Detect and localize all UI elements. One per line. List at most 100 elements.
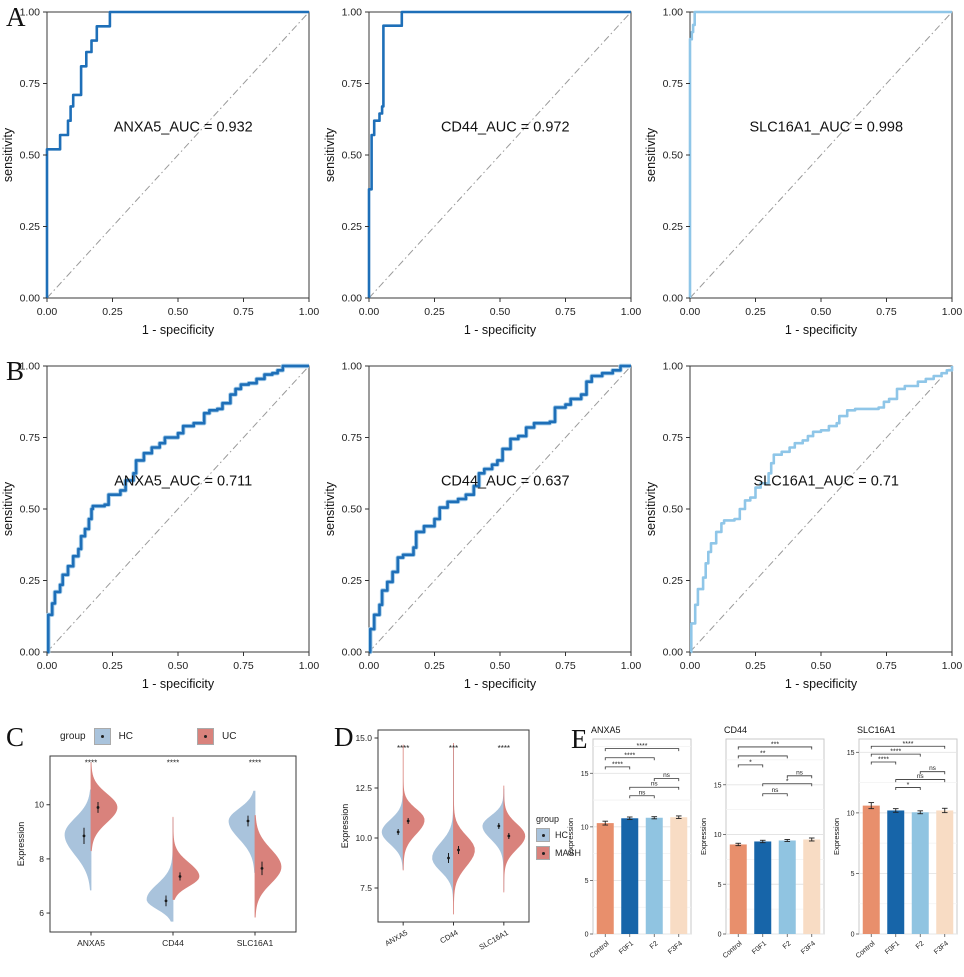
x-tick-label: 0.00 [37,306,58,318]
significance-bracket [604,757,655,761]
panel-label-d: D [334,722,354,752]
significance-stars: **** [397,744,409,753]
x-category-label: Control [855,940,877,960]
x-tick-label: 0.75 [233,660,254,672]
y-tick-label: 1.00 [342,361,363,373]
x-category-label: ANXA5 [383,928,409,948]
significance-label: *** [771,741,779,748]
x-axis-title: 1 - specificity [142,677,215,691]
reference-diagonal [46,365,310,653]
legend-swatch-hc [93,728,111,745]
significance-bracket [629,786,680,790]
roc-curve [47,364,309,654]
x-tick-label: 0.25 [745,660,766,672]
x-tick-label: 1.00 [621,306,642,318]
significance-label: ns [663,772,671,779]
x-category-label: F2 [782,940,793,951]
y-tick-label: 0.50 [663,150,684,162]
panel-label-c: C [6,722,25,752]
significance-bracket [737,755,788,759]
bar-f3f4 [803,839,821,934]
y-axis-title: Expression [699,818,708,855]
y-tick-label: 12.5 [355,783,372,793]
significance-label: ** [760,750,766,757]
significance-bracket [870,745,946,749]
y-axis-title: sensitivity [644,127,658,182]
y-axis-title: Expression [16,822,26,867]
y-tick-label: 8 [39,854,44,864]
reference-diagonal [46,11,310,299]
bar-f2 [645,817,663,934]
x-category-label: CD44 [438,928,459,945]
legend-title: group [60,731,86,742]
chart-title: ANXA5 [591,725,621,735]
significance-label: ns [929,765,937,772]
chart-title: SLC16A1 [857,725,896,735]
mean-point [246,819,250,823]
x-tick-label: 0.50 [811,660,832,672]
y-tick-label: 0.00 [20,647,41,659]
violin-half-uc [254,815,282,918]
legend-point-icon [541,851,545,855]
x-tick-label: 1.00 [621,660,642,672]
x-tick-label: 0.25 [102,306,123,318]
y-tick-label: 10 [714,832,722,839]
roc_a2-svg: 0.000.00 0.25 0.25 0.50 0.50 0.75 0.75 1.00 1.00… [323,7,642,338]
mean-point [406,819,410,823]
significance-label: **** [878,757,889,764]
significance-bracket [762,793,788,797]
y-axis-title: sensitivity [1,481,15,536]
significance-bracket [870,753,921,757]
y-tick-label: 0.25 [20,575,41,587]
mean-point [507,834,511,838]
bar-chart-slc16a1: Control F0F1 F2 F3F4 0 5 10 15 **** **** **** ns ns *… [831,722,964,977]
y-axis-title: sensitivity [644,481,658,536]
legend-swatch-mash [536,846,550,860]
y-tick-label: 0.25 [20,221,41,233]
significance-label: ns [796,769,804,776]
y-tick-label: 0.50 [20,504,41,516]
auc-label: CD44_AUC = 0.972 [441,119,570,135]
x-tick-label: 0.75 [555,306,576,318]
violin-half-mash [402,744,425,871]
y-tick-label: 0.50 [20,150,41,162]
y-axis-title: sensitivity [323,481,337,536]
roc_a3-svg: 0.000.00 0.25 0.25 0.50 0.50 0.75 0.75 1.00 1.00… [644,7,962,338]
significance-label: * [786,778,789,785]
y-tick-label: 0.50 [663,504,684,516]
y-axis-title: Expression [340,804,350,849]
x-tick-label: 0.25 [102,660,123,672]
x-tick-label: 0.50 [168,660,189,672]
x-category-label: F3F4 [933,940,950,956]
mean-point [497,824,501,828]
auc-label: ANXA5_AUC = 0.711 [114,473,252,489]
panel-label-e: E [571,724,588,754]
auc-label: SLC16A1_AUC = 0.71 [753,473,899,489]
y-tick-label: 1.00 [20,7,41,19]
auc-label: CD44_AUC = 0.637 [441,473,570,489]
bars_e1-svg: Control F0F1 F2 F3F4051015************nsnsn… [566,725,692,960]
significance-stars: **** [249,758,261,767]
roc_b3-svg: 0.000.00 0.25 0.25 0.50 0.50 0.75 0.75 1.00 1.00… [644,361,963,692]
significance-bracket [653,778,680,782]
mean-point [96,806,100,809]
y-tick-label: 10 [847,810,855,817]
x-axis-title: 1 - specificity [464,323,537,337]
legend-item-hc: HC [536,828,581,842]
legend-group-c: group HC UC [60,728,236,745]
y-tick-label: 0.00 [663,647,684,659]
x-tick-label: 0.00 [680,306,701,318]
x-tick-label: 1.00 [942,660,963,672]
violin-half-hc [228,790,256,873]
significance-label: * [749,759,752,766]
panel-d: 7.5 10.0 12.5 15.0 **** ANXA5 *** CD44 **** SLC16… [334,722,581,977]
bar-control [729,844,747,934]
roc-curve [367,10,631,298]
y-tick-label: 0.25 [342,575,363,587]
legend-title: group [536,814,560,824]
y-tick-label: 0.75 [663,78,684,90]
panel-e: Control F0F1 F2 F3F4 0 5 10 15 **** **** **** ns ns n… [565,722,964,977]
significance-label: ns [639,789,647,796]
legend-point-icon [541,833,545,837]
